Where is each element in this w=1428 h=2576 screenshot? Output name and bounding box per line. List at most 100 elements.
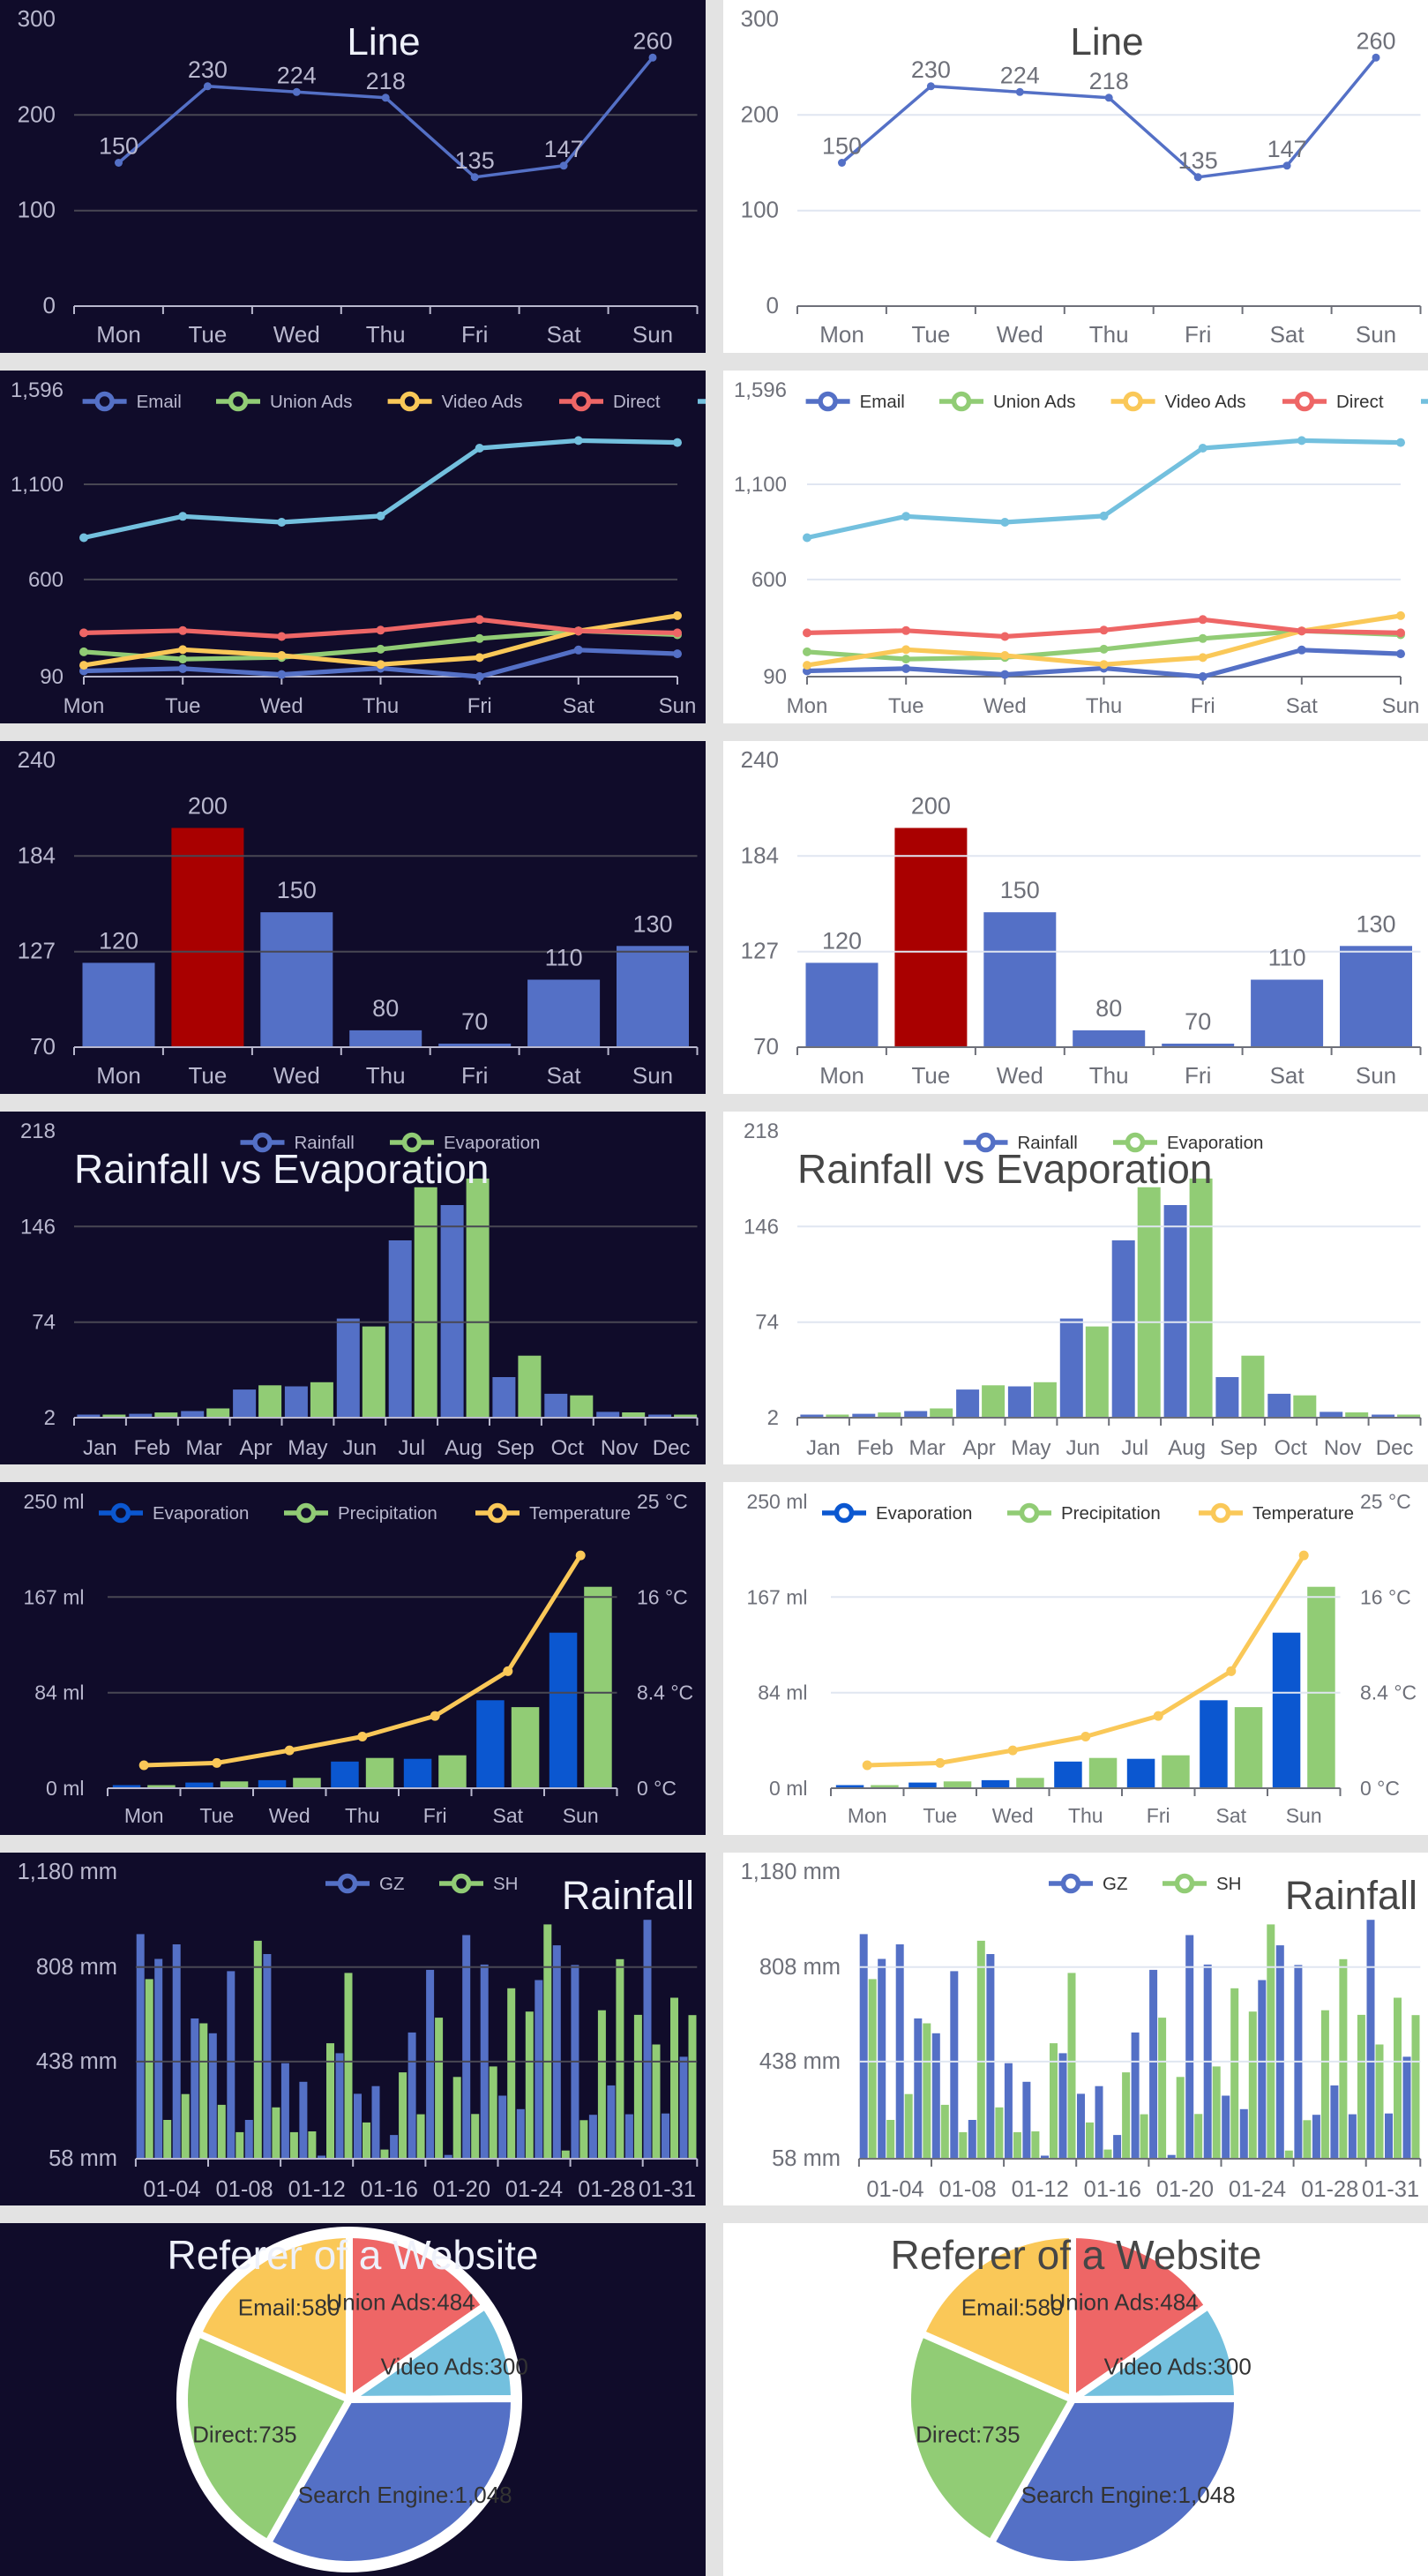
svg-text:130: 130 bbox=[1356, 910, 1395, 937]
svg-text:Tue: Tue bbox=[911, 1062, 950, 1089]
svg-text:438 mm: 438 mm bbox=[759, 2049, 841, 2074]
svg-text:Fri: Fri bbox=[1185, 321, 1211, 348]
svg-text:Sat: Sat bbox=[563, 694, 594, 718]
svg-text:Sat: Sat bbox=[493, 1804, 524, 1827]
svg-text:Evaporation: Evaporation bbox=[876, 1503, 972, 1524]
svg-text:808 mm: 808 mm bbox=[36, 1955, 117, 1980]
svg-text:Jul: Jul bbox=[398, 1436, 425, 1460]
svg-text:Sun: Sun bbox=[632, 1062, 673, 1089]
svg-text:Sat: Sat bbox=[1270, 1062, 1305, 1089]
svg-text:240: 240 bbox=[741, 746, 779, 773]
svg-text:84 ml: 84 ml bbox=[34, 1681, 84, 1704]
svg-text:Rainfall: Rainfall bbox=[562, 1873, 694, 1918]
svg-text:Thu: Thu bbox=[1068, 1804, 1103, 1827]
svg-text:120: 120 bbox=[822, 927, 862, 954]
svg-text:SH: SH bbox=[1216, 1874, 1241, 1894]
svg-text:100: 100 bbox=[18, 197, 56, 223]
svg-text:01-04: 01-04 bbox=[866, 2177, 923, 2202]
svg-text:Union Ads:484: Union Ads:484 bbox=[1050, 2288, 1199, 2315]
svg-text:01-12: 01-12 bbox=[288, 2177, 346, 2202]
svg-text:Fri: Fri bbox=[1185, 1062, 1211, 1089]
svg-text:Search Engine:1,048: Search Engine:1,048 bbox=[298, 2482, 512, 2508]
svg-text:Email: Email bbox=[137, 392, 182, 412]
svg-text:70: 70 bbox=[1185, 1008, 1211, 1035]
svg-text:110: 110 bbox=[545, 945, 583, 971]
svg-text:Dec: Dec bbox=[1376, 1436, 1414, 1460]
svg-text:01-28: 01-28 bbox=[1301, 2177, 1358, 2202]
svg-text:Sat: Sat bbox=[547, 321, 582, 348]
svg-text:167 ml: 167 ml bbox=[746, 1585, 807, 1608]
svg-text:1,596: 1,596 bbox=[734, 378, 787, 402]
svg-text:Direct:735: Direct:735 bbox=[192, 2421, 297, 2447]
svg-text:218: 218 bbox=[744, 1120, 779, 1143]
svg-text:Tue: Tue bbox=[165, 694, 200, 718]
svg-text:Thu: Thu bbox=[1086, 694, 1122, 718]
svg-text:1,596: 1,596 bbox=[11, 378, 64, 402]
svg-text:Mon: Mon bbox=[64, 694, 105, 718]
svg-text:Jun: Jun bbox=[1065, 1436, 1100, 1460]
svg-text:80: 80 bbox=[372, 995, 399, 1022]
svg-text:Aug: Aug bbox=[1168, 1436, 1206, 1460]
svg-text:Sun: Sun bbox=[659, 694, 697, 718]
svg-text:250 ml: 250 ml bbox=[23, 1490, 84, 1513]
svg-text:70: 70 bbox=[753, 1033, 779, 1060]
svg-text:Precipitation: Precipitation bbox=[338, 1503, 437, 1524]
svg-text:01-24: 01-24 bbox=[505, 2177, 563, 2202]
svg-text:Sat: Sat bbox=[1286, 694, 1318, 718]
svg-text:Apr: Apr bbox=[962, 1436, 995, 1460]
svg-text:80: 80 bbox=[1095, 995, 1122, 1022]
svg-text:01-24: 01-24 bbox=[1229, 2177, 1286, 2202]
svg-text:Sep: Sep bbox=[497, 1436, 535, 1460]
svg-text:Feb: Feb bbox=[857, 1436, 893, 1460]
svg-text:150: 150 bbox=[1000, 877, 1040, 903]
svg-text:Fri: Fri bbox=[1147, 1804, 1170, 1827]
svg-text:Mar: Mar bbox=[909, 1436, 946, 1460]
svg-text:150: 150 bbox=[822, 133, 862, 160]
svg-text:84 ml: 84 ml bbox=[758, 1681, 807, 1704]
svg-text:808 mm: 808 mm bbox=[759, 1955, 841, 1980]
svg-text:01-04: 01-04 bbox=[143, 2177, 200, 2202]
svg-text:0: 0 bbox=[43, 292, 56, 318]
svg-text:Fri: Fri bbox=[423, 1804, 447, 1827]
svg-text:130: 130 bbox=[632, 910, 672, 937]
svg-text:230: 230 bbox=[911, 56, 951, 83]
svg-text:58 mm: 58 mm bbox=[772, 2146, 841, 2171]
svg-text:Wed: Wed bbox=[997, 321, 1043, 348]
svg-text:GZ: GZ bbox=[1103, 1874, 1127, 1894]
svg-text:Oct: Oct bbox=[1275, 1436, 1308, 1460]
svg-text:Sat: Sat bbox=[1270, 321, 1305, 348]
svg-text:100: 100 bbox=[741, 197, 779, 223]
svg-text:Email: Email bbox=[860, 392, 905, 412]
svg-text:1,180 mm: 1,180 mm bbox=[741, 1860, 841, 1884]
svg-text:Sun: Sun bbox=[1382, 694, 1420, 718]
svg-text:25 °C: 25 °C bbox=[1360, 1490, 1411, 1513]
svg-text:Sun: Sun bbox=[632, 321, 673, 348]
svg-text:135: 135 bbox=[1178, 147, 1218, 174]
svg-text:Tue: Tue bbox=[911, 321, 950, 348]
svg-text:Mon: Mon bbox=[124, 1804, 164, 1827]
svg-text:Thu: Thu bbox=[366, 321, 406, 348]
svg-text:Thu: Thu bbox=[363, 694, 399, 718]
svg-text:01-08: 01-08 bbox=[938, 2177, 996, 2202]
svg-text:Direct:735: Direct:735 bbox=[916, 2421, 1021, 2447]
svg-text:438 mm: 438 mm bbox=[36, 2049, 117, 2074]
svg-text:260: 260 bbox=[1356, 27, 1395, 54]
svg-text:Wed: Wed bbox=[992, 1804, 1034, 1827]
svg-text:SH: SH bbox=[493, 1874, 518, 1894]
svg-text:Tue: Tue bbox=[888, 694, 923, 718]
svg-text:25 °C: 25 °C bbox=[637, 1490, 688, 1513]
svg-text:May: May bbox=[1011, 1436, 1050, 1460]
svg-text:150: 150 bbox=[99, 133, 138, 160]
svg-text:Mon: Mon bbox=[819, 321, 864, 348]
svg-text:Nov: Nov bbox=[601, 1436, 639, 1460]
svg-text:70: 70 bbox=[30, 1033, 56, 1060]
svg-text:230: 230 bbox=[188, 56, 228, 83]
svg-text:Sun: Sun bbox=[1286, 1804, 1322, 1827]
svg-text:01-20: 01-20 bbox=[433, 2177, 490, 2202]
svg-text:0 ml: 0 ml bbox=[769, 1777, 807, 1800]
svg-text:74: 74 bbox=[32, 1311, 56, 1335]
svg-text:Video Ads:300: Video Ads:300 bbox=[1104, 2354, 1252, 2380]
svg-text:70: 70 bbox=[461, 1008, 488, 1035]
svg-text:Wed: Wed bbox=[260, 694, 303, 718]
svg-text:Referer of a Website: Referer of a Website bbox=[890, 2232, 1261, 2278]
